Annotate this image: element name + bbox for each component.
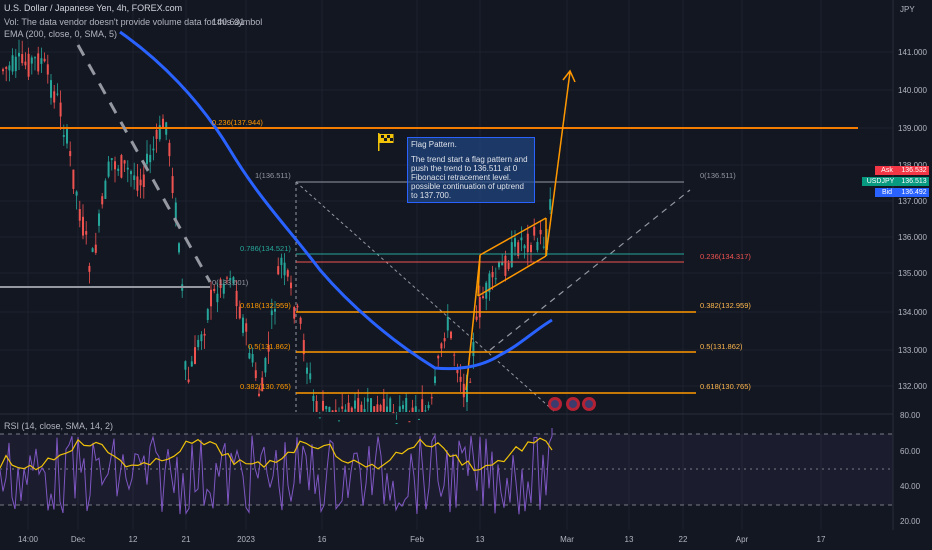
price-tick: 141.000: [898, 48, 927, 57]
rsi-tick: 60.00: [900, 447, 921, 456]
drawings[interactable]: [0, 44, 858, 413]
volume-note: Vol: The data vendor doesn't provide vol…: [4, 17, 263, 27]
time-tick: 21: [181, 535, 191, 544]
price-tick: 137.000: [898, 197, 927, 206]
price-tick: 136.000: [898, 233, 927, 242]
time-tick: Feb: [410, 535, 424, 544]
fib-right-0618-label: 0.618(130.765): [700, 382, 751, 391]
rsi-line: [0, 428, 553, 515]
ema-legend[interactable]: EMA (200, close, 0, SMA, 5): [4, 29, 121, 39]
rsi-tick: 20.00: [900, 517, 921, 526]
ema-value: 140.631: [212, 17, 245, 27]
candles: [2, 39, 552, 425]
price-tick: 140.000: [898, 86, 927, 95]
price-tick: 132.000: [898, 382, 927, 391]
fib-right-05-label: 0.5(131.862): [700, 342, 743, 351]
time-tick: 12: [128, 535, 138, 544]
price-tick: 138.000: [898, 161, 927, 170]
rsi-tick: 80.00: [900, 411, 921, 420]
fib-right-0-label: 0(136.511): [700, 171, 736, 180]
rsi-tick: 40.00: [900, 482, 921, 491]
volume-legend[interactable]: Vol: The data vendor doesn't provide vol…: [4, 17, 266, 27]
time-tick: 16: [317, 535, 327, 544]
rsi-pane: [0, 428, 893, 515]
time-tick: Apr: [735, 535, 749, 544]
fib-left-0-label: 0(133.601): [212, 278, 249, 287]
flag-icon: [378, 133, 394, 151]
time-tick: 14:00: [17, 535, 39, 544]
dashed-trendline-top: [76, 44, 212, 283]
rsi-legend[interactable]: RSI (14, close, SMA, 14, 2): [4, 421, 117, 431]
time-tick: Mar: [560, 535, 574, 544]
price-tick: 135.000: [898, 269, 927, 278]
symbol-title[interactable]: U.S. Dollar / Japanese Yen, 4h, FOREX.co…: [4, 3, 183, 13]
projection-arrow: [545, 71, 571, 257]
rsi-ma-line: [0, 437, 553, 472]
price-tick: 134.000: [898, 308, 927, 317]
dashed-uptrend: [489, 189, 691, 351]
ema-200-line: [119, 30, 553, 371]
flag-pattern-note[interactable]: Flag Pattern. The trend start a flag pat…: [407, 137, 535, 203]
fib-left-1-label: 1(136.511): [255, 171, 291, 180]
fib-diagonal: [295, 181, 556, 413]
fib-left-0236-label: 0.236(137.944): [212, 118, 263, 127]
fib-right-0236-label: 0.236(134.317): [700, 252, 751, 261]
bid-label: Bid: [875, 188, 899, 197]
fib-left-0618-label: 0.618(132.959): [240, 301, 291, 310]
fib-left-0786-label: 0.786(134.521): [240, 244, 291, 253]
arrow-head: [562, 69, 576, 83]
rsi-label: RSI (14, close, SMA, 14, 2): [4, 421, 114, 431]
time-tick: 17: [816, 535, 826, 544]
note-body: The trend start a flag pattern and push …: [411, 155, 528, 200]
symbol-tag: USDJPY: [862, 177, 899, 186]
price-tick: 139.000: [898, 124, 927, 133]
time-tick: 13: [475, 535, 485, 544]
fib-left-05-label: 0.5(131.862): [248, 342, 291, 351]
ask-label: Ask: [875, 166, 899, 175]
time-tick: 2023: [237, 535, 255, 544]
event-icons[interactable]: [548, 397, 596, 411]
currency-label: JPY: [900, 5, 915, 14]
time-tick: 22: [678, 535, 688, 544]
fib-right-0382-label: 0.382(132.959): [700, 301, 751, 310]
fib-left-0382-label: 0.382(130.765): [240, 382, 291, 391]
flag-upper: [479, 217, 547, 256]
flagpole: [465, 255, 481, 391]
flag-lower: [477, 255, 547, 297]
last-price: 136.513: [899, 177, 929, 186]
ema-label: EMA (200, close, 0, SMA, 5): [4, 29, 118, 39]
ask-value: 136.532: [899, 166, 929, 175]
price-tick: 133.000: [898, 346, 927, 355]
time-tick: Dec: [70, 535, 86, 544]
time-tick: 13: [624, 535, 634, 544]
bid-value: 136.492: [899, 188, 929, 197]
note-title: Flag Pattern.: [411, 140, 457, 149]
